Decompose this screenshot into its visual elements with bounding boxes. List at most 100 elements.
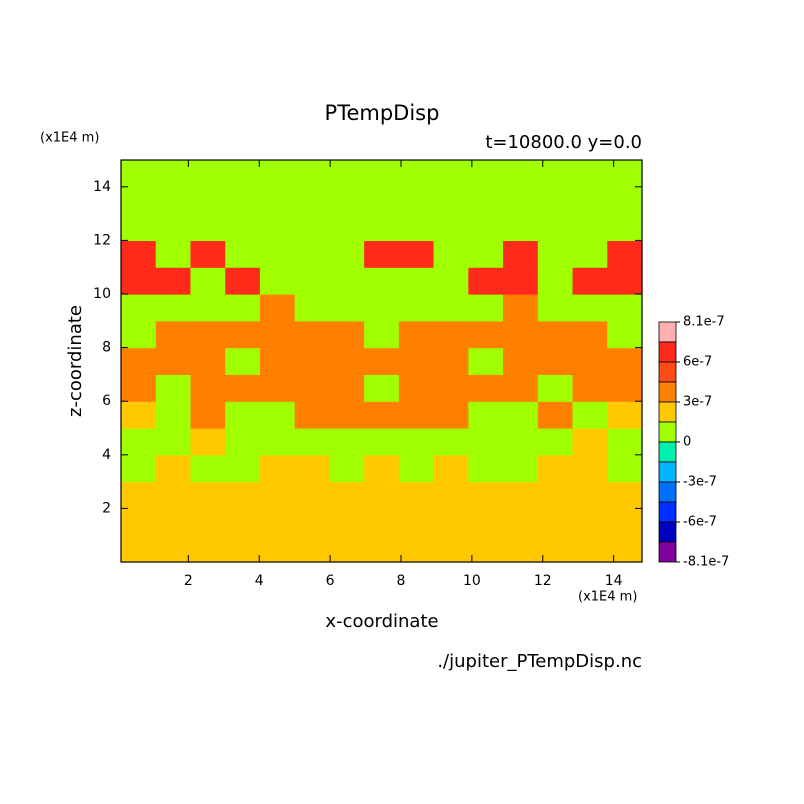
contour-cell xyxy=(155,347,192,375)
contour-cell xyxy=(398,240,435,268)
contour-cell xyxy=(364,267,400,295)
contour-cell xyxy=(294,294,330,322)
contour-cell xyxy=(364,186,400,215)
contour-cell xyxy=(225,294,261,322)
contour-cell xyxy=(503,240,539,268)
contour-cell xyxy=(572,508,608,536)
y-tick-label: 8 xyxy=(102,340,111,356)
contour-cell xyxy=(294,401,330,429)
contour-cell xyxy=(329,508,365,536)
contour-cell xyxy=(537,428,574,456)
contour-cell xyxy=(364,213,400,241)
colorbar-tick-label: 6e-7 xyxy=(683,355,712,370)
contour-cell xyxy=(572,213,608,241)
contour-cell xyxy=(433,535,469,563)
contour-cell xyxy=(572,401,608,429)
contour-cell xyxy=(225,428,261,456)
chart-subtitle: t=10800.0 y=0.0 xyxy=(485,132,642,153)
contour-cell xyxy=(190,186,226,215)
contour-cell xyxy=(121,267,157,295)
contour-cell xyxy=(398,320,435,349)
source-file: ./jupiter_PTempDisp.nc xyxy=(437,651,642,672)
contour-cell xyxy=(607,535,643,563)
colorbar-band xyxy=(658,341,677,363)
contour-cell xyxy=(537,535,574,563)
contour-cell xyxy=(607,454,643,483)
contour-cell xyxy=(433,508,469,536)
contour-cell xyxy=(364,481,400,509)
colorbar-tick-label: -8.1e-7 xyxy=(683,555,729,570)
contour-cell xyxy=(433,481,469,509)
contour-cell xyxy=(329,267,365,295)
contour-cell xyxy=(329,240,365,268)
plot-frame xyxy=(120,159,643,563)
contour-cell xyxy=(468,347,504,375)
contour-cell xyxy=(121,454,157,483)
contour-cell xyxy=(294,267,330,295)
contour-cell xyxy=(259,428,296,456)
contour-cell xyxy=(537,186,574,215)
contour-cell xyxy=(225,481,261,509)
contour-cell xyxy=(572,347,608,375)
x-unit: (x1E4 m) xyxy=(578,590,637,605)
contour-cell xyxy=(398,186,435,215)
contour-cell xyxy=(468,320,504,349)
contour-cell xyxy=(329,481,365,509)
contour-cell xyxy=(225,240,261,268)
contour-cell xyxy=(294,535,330,563)
y-tick-label: 10 xyxy=(93,286,111,302)
contour-cell xyxy=(155,294,192,322)
contour-cell xyxy=(468,374,504,402)
contour-cell xyxy=(259,347,296,375)
contour-cell xyxy=(190,508,226,536)
contour-cell xyxy=(537,240,574,268)
colorbar-band xyxy=(658,381,677,403)
contour-cell xyxy=(572,160,608,188)
contour-cell xyxy=(121,320,157,349)
contour-cell xyxy=(503,374,539,402)
contour-cell xyxy=(155,160,192,188)
contour-cell xyxy=(294,454,330,483)
contour-cell xyxy=(294,160,330,188)
contour-cell xyxy=(259,320,296,349)
contour-cell xyxy=(294,320,330,349)
contour-cell xyxy=(259,160,296,188)
contour-cell xyxy=(364,320,400,349)
contour-cell xyxy=(190,401,226,429)
contour-cell xyxy=(398,374,435,402)
contour-cell xyxy=(329,320,365,349)
contour-cell xyxy=(190,428,226,456)
contour-cell xyxy=(607,428,643,456)
y-tick-label: 12 xyxy=(93,232,111,248)
contour-cell xyxy=(121,401,157,429)
contour-cell xyxy=(329,347,365,375)
contour-cell xyxy=(503,428,539,456)
contour-cell xyxy=(398,535,435,563)
colorbar-tick-label: 8.1e-7 xyxy=(683,315,725,330)
contour-cell xyxy=(503,535,539,563)
contour-cell xyxy=(329,160,365,188)
contour-cell xyxy=(259,374,296,402)
contour-cell xyxy=(468,267,504,295)
contour-cell xyxy=(607,160,643,188)
contour-cell xyxy=(572,320,608,349)
contour-cell xyxy=(572,454,608,483)
contour-cell xyxy=(398,481,435,509)
contour-cell xyxy=(503,347,539,375)
contour-cell xyxy=(225,320,261,349)
contour-cell xyxy=(294,481,330,509)
contour-cell xyxy=(503,401,539,429)
contour-cell xyxy=(433,160,469,188)
contour-cell xyxy=(294,428,330,456)
contour-cell xyxy=(155,535,192,563)
contour-cell xyxy=(155,240,192,268)
contour-cell xyxy=(572,267,608,295)
contour-cell xyxy=(503,267,539,295)
contour-cell xyxy=(121,186,157,215)
contour-cell xyxy=(398,267,435,295)
contour-cell xyxy=(607,186,643,215)
contour-cell xyxy=(155,213,192,241)
y-tick-label: 6 xyxy=(102,393,111,409)
contour-cell xyxy=(433,294,469,322)
contour-cell xyxy=(468,401,504,429)
